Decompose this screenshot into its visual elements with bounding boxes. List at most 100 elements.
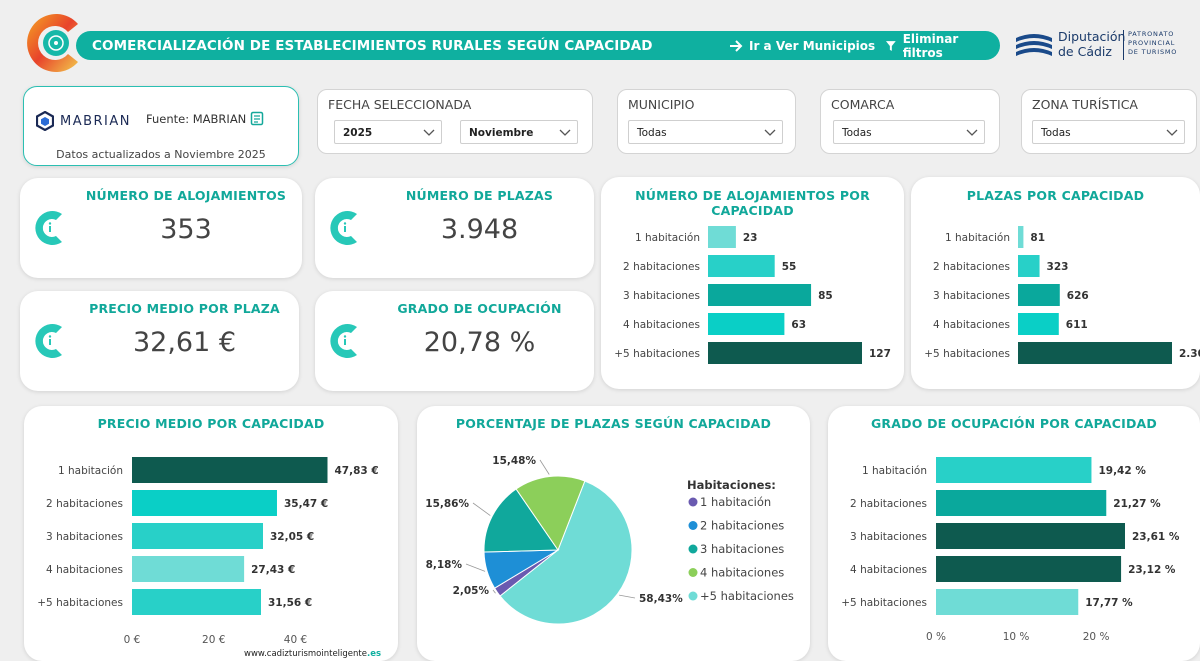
info-icon xyxy=(35,211,62,245)
category-label: 2 habitaciones xyxy=(46,498,123,510)
legend-marker[interactable] xyxy=(688,591,698,601)
bar[interactable] xyxy=(1018,284,1060,306)
kpi-ocupacion-value: 20,78 % xyxy=(423,327,536,358)
tick-label: 20 % xyxy=(1083,631,1110,643)
clear-filters-button[interactable]: Eliminar filtros xyxy=(885,31,1000,60)
chart-porcentaje: 58,43% 2,05% 8,18% 15,86% 15,48% Habitaciones… xyxy=(425,455,794,625)
patronato-label: PATRONATO PROVINCIAL DE TURISMO xyxy=(1128,30,1178,56)
mabrian-logo: MABRIAN xyxy=(36,111,131,131)
data-label: 32,05 € xyxy=(270,531,314,543)
bar[interactable] xyxy=(936,523,1125,549)
bar[interactable] xyxy=(936,589,1079,615)
data-label: 63 xyxy=(791,319,806,331)
pie-slice[interactable] xyxy=(515,475,586,552)
go-municipios-button[interactable]: Ir a Ver Municipios xyxy=(729,31,875,60)
chart-plazas: 1 habitación 81 2 habitaciones 323 3 habitac… xyxy=(924,226,1200,364)
kpi-precio-value: 32,61 € xyxy=(132,327,237,358)
kpi-ocupacion-title: GRADO DE OCUPACIÓN xyxy=(397,301,562,316)
leader-line xyxy=(472,502,491,516)
month-select[interactable]: Noviembre xyxy=(460,120,578,144)
category-label: +5 habitaciones xyxy=(841,597,927,609)
bar[interactable] xyxy=(1018,313,1059,335)
kpi-alojamientos: NÚMERO DE ALOJAMIENTOS 353 xyxy=(20,178,302,278)
category-label: 1 habitación xyxy=(635,232,700,244)
bar[interactable] xyxy=(936,457,1092,483)
pie-slice[interactable] xyxy=(483,488,559,553)
legend-item[interactable]: 4 habitaciones xyxy=(700,566,784,580)
bar[interactable] xyxy=(132,490,277,516)
kpi-precio-title: PRECIO MEDIO POR PLAZA xyxy=(89,301,280,316)
legend-item[interactable]: 1 habitación xyxy=(700,495,771,509)
bar[interactable] xyxy=(708,226,736,248)
legend-item[interactable]: 3 habitaciones xyxy=(700,542,784,556)
document-icon[interactable] xyxy=(250,111,264,126)
tick-label: 40 € xyxy=(284,634,307,646)
data-label: 323 xyxy=(1047,261,1069,273)
category-label: +5 habitaciones xyxy=(924,348,1010,360)
pie-slice[interactable] xyxy=(499,480,633,625)
filter-icon xyxy=(885,40,896,51)
legend-item[interactable]: +5 habitaciones xyxy=(700,589,794,603)
category-label: +5 habitaciones xyxy=(614,348,700,360)
diputacion-logo: Diputación de Cádiz PATRONATO PROVINCIAL… xyxy=(1014,28,1200,64)
divider xyxy=(1123,30,1124,60)
municipio-select[interactable]: Todas xyxy=(628,120,783,144)
data-label: 55 xyxy=(782,261,797,273)
legend-item[interactable]: 2 habitaciones xyxy=(700,519,784,533)
comarca-select[interactable]: Todas xyxy=(833,120,985,144)
data-label: 47,83 € xyxy=(335,465,379,477)
legend-marker[interactable] xyxy=(688,497,698,507)
data-label: 2,05% xyxy=(453,585,490,597)
chart-precio: 1 habitación 47,83 € 2 habitaciones 35,47 €… xyxy=(37,457,379,646)
arrow-right-icon xyxy=(730,39,743,52)
chart-alojamientos-title: NÚMERO DE ALOJAMIENTOS POR CAPACIDAD xyxy=(635,188,870,218)
category-label: 2 habitaciones xyxy=(933,261,1010,273)
category-label: 3 habitaciones xyxy=(46,531,123,543)
bar[interactable] xyxy=(132,589,261,615)
footer-url[interactable]: www.cadizturismointeligente.es xyxy=(244,649,382,659)
data-label: 127 xyxy=(869,348,891,360)
bar[interactable] xyxy=(936,556,1122,582)
bar[interactable] xyxy=(708,342,862,364)
leader-line xyxy=(539,459,550,475)
bar[interactable] xyxy=(708,313,785,335)
zona-select[interactable]: Todas xyxy=(1032,120,1185,144)
chart-ocupacion-title: GRADO DE OCUPACIÓN POR CAPACIDAD xyxy=(870,416,1158,431)
category-label: 4 habitaciones xyxy=(933,319,1010,331)
bar[interactable] xyxy=(132,457,328,483)
chevron-down-icon xyxy=(559,129,571,136)
leader-line xyxy=(465,563,486,572)
legend-marker[interactable] xyxy=(688,568,698,577)
filter-zona-title: ZONA TURÍSTICA xyxy=(1032,97,1138,112)
data-label: 611 xyxy=(1066,319,1088,331)
bar[interactable] xyxy=(1018,342,1172,364)
bar[interactable] xyxy=(936,490,1107,516)
filter-comarca: COMARCA Todas xyxy=(820,89,1000,154)
kpi-ocupacion: GRADO DE OCUPACIÓN 20,78 % xyxy=(315,291,594,391)
legend-marker[interactable] xyxy=(688,521,698,530)
bar[interactable] xyxy=(1018,226,1024,248)
legend-marker[interactable] xyxy=(688,544,698,554)
data-label: 35,47 € xyxy=(284,498,328,510)
info-icon xyxy=(35,324,62,358)
filter-municipio-title: MUNICIPIO xyxy=(628,97,695,112)
category-label: 1 habitación xyxy=(58,465,123,477)
bar[interactable] xyxy=(708,255,775,277)
legend-title: Habitaciones: xyxy=(687,478,776,492)
category-label: 2 habitaciones xyxy=(623,261,700,273)
filter-zona: ZONA TURÍSTICA Todas xyxy=(1021,89,1197,154)
category-label: 4 habitaciones xyxy=(850,564,927,576)
year-select[interactable]: 2025 xyxy=(334,120,442,144)
bar[interactable] xyxy=(1018,255,1040,277)
kpi-plazas-value: 3.948 xyxy=(440,214,519,245)
tick-label: 0 € xyxy=(124,634,141,646)
bar[interactable] xyxy=(708,284,812,306)
kpi-alojamientos-value: 353 xyxy=(160,214,212,245)
source-card: MABRIAN Fuente: MABRIAN Datos actualizad… xyxy=(23,86,299,166)
category-label: 4 habitaciones xyxy=(46,564,123,576)
category-label: 2 habitaciones xyxy=(850,498,927,510)
bar[interactable] xyxy=(132,556,245,582)
bar[interactable] xyxy=(132,523,264,549)
data-label: 21,27 % xyxy=(1113,498,1161,510)
chart-ocupacion-card: GRADO DE OCUPACIÓN POR CAPACIDAD 1 habit… xyxy=(828,406,1200,661)
